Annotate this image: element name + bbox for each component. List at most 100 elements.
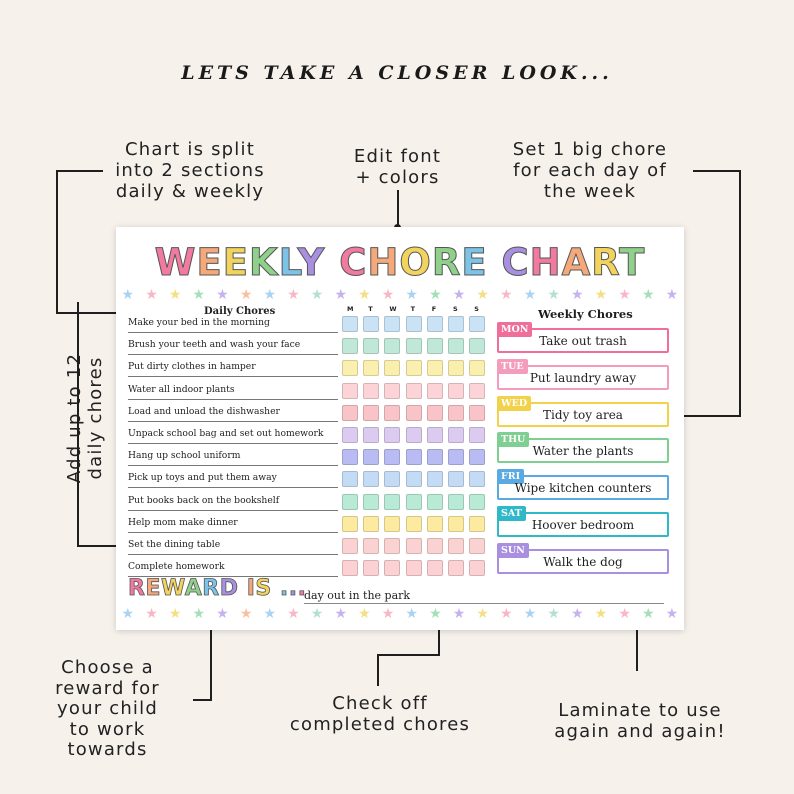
daily-chore-item[interactable]: Brush your teeth and wash your face <box>128 338 338 356</box>
chore-checkbox[interactable] <box>448 338 464 355</box>
daily-chore-item[interactable]: Hang up school uniform <box>128 449 338 467</box>
chore-checkbox[interactable] <box>448 427 464 443</box>
chore-checkbox[interactable] <box>469 404 486 421</box>
chore-checkbox[interactable] <box>384 338 401 355</box>
chore-checkbox[interactable] <box>384 316 401 332</box>
chore-checkbox[interactable] <box>469 493 486 510</box>
chore-checkbox[interactable] <box>426 338 443 355</box>
chore-checkbox[interactable] <box>363 382 380 399</box>
daily-chore-item[interactable]: Put books back on the bookshelf <box>128 494 338 511</box>
chore-checkbox[interactable] <box>405 493 422 510</box>
weekly-chore-box[interactable]: SUN Walk the dog <box>497 542 669 574</box>
daily-chore-item[interactable]: Set the dining table <box>128 538 338 555</box>
chore-checkbox[interactable] <box>405 360 422 377</box>
chore-checkbox[interactable] <box>448 515 464 532</box>
chore-checkbox[interactable] <box>405 427 422 443</box>
chore-checkbox[interactable] <box>405 538 422 554</box>
daily-chore-item[interactable]: Unpack school bag and set out homework <box>128 427 338 444</box>
chore-checkbox[interactable] <box>342 560 358 577</box>
chore-checkbox[interactable] <box>342 515 358 532</box>
reward-value[interactable]: day out in the park <box>304 589 664 604</box>
chore-checkbox[interactable] <box>469 538 486 554</box>
chore-checkbox[interactable] <box>342 360 358 377</box>
chore-checkbox[interactable] <box>342 404 358 421</box>
chore-checkbox[interactable] <box>426 316 443 332</box>
weekly-chore-box[interactable]: FRI Wipe kitchen counters <box>497 469 669 501</box>
chore-checkbox[interactable] <box>426 515 443 532</box>
chore-checkbox[interactable] <box>405 404 422 421</box>
chore-checkbox[interactable] <box>469 449 486 466</box>
chore-checkbox[interactable] <box>448 471 464 488</box>
chore-checkbox[interactable] <box>426 360 443 377</box>
chore-checkbox[interactable] <box>363 560 380 577</box>
chore-checkbox[interactable] <box>448 538 464 554</box>
chore-checkbox[interactable] <box>426 560 443 577</box>
chore-checkbox[interactable] <box>384 560 401 577</box>
chore-checkbox[interactable] <box>469 382 486 399</box>
chore-checkbox[interactable] <box>405 382 422 399</box>
chore-checkbox[interactable] <box>405 449 422 466</box>
chore-checkbox[interactable] <box>363 471 380 488</box>
chore-checkbox[interactable] <box>363 360 380 377</box>
chore-checkbox[interactable] <box>405 471 422 488</box>
chore-checkbox[interactable] <box>384 471 401 488</box>
chore-checkbox[interactable] <box>426 538 443 554</box>
chore-checkbox[interactable] <box>469 316 486 332</box>
chore-checkbox[interactable] <box>426 471 443 488</box>
chore-checkbox[interactable] <box>469 427 486 443</box>
weekly-chore-box[interactable]: MON Take out trash <box>497 322 669 353</box>
daily-chore-item[interactable]: Put dirty clothes in hamper <box>128 360 338 378</box>
chore-checkbox[interactable] <box>405 560 422 577</box>
chore-checkbox[interactable] <box>426 427 443 443</box>
chore-checkbox[interactable] <box>469 360 486 377</box>
chore-checkbox[interactable] <box>363 427 380 443</box>
chore-checkbox[interactable] <box>448 449 464 466</box>
chore-checkbox[interactable] <box>405 515 422 532</box>
chore-checkbox[interactable] <box>363 515 380 532</box>
chore-checkbox[interactable] <box>469 338 486 355</box>
chore-checkbox[interactable] <box>405 316 422 332</box>
chore-checkbox[interactable] <box>448 493 464 510</box>
chore-checkbox[interactable] <box>426 449 443 466</box>
chore-checkbox[interactable] <box>448 382 464 399</box>
daily-chore-item[interactable]: Load and unload the dishwasher <box>128 405 338 422</box>
daily-chore-item[interactable]: Make your bed in the morning <box>128 316 338 333</box>
daily-chore-item[interactable]: Help mom make dinner <box>128 516 338 533</box>
chore-checkbox[interactable] <box>342 493 358 510</box>
chore-checkbox[interactable] <box>363 404 380 421</box>
chore-checkbox[interactable] <box>426 493 443 510</box>
chore-checkbox[interactable] <box>363 338 380 355</box>
weekly-chore-box[interactable]: SAT Hoover bedroom <box>497 506 669 537</box>
chore-checkbox[interactable] <box>426 404 443 421</box>
chore-checkbox[interactable] <box>384 515 401 532</box>
chore-checkbox[interactable] <box>469 515 486 532</box>
chore-checkbox[interactable] <box>342 338 358 355</box>
chore-checkbox[interactable] <box>448 404 464 421</box>
chore-checkbox[interactable] <box>469 471 486 488</box>
weekly-chore-box[interactable]: TUE Put laundry away <box>497 358 669 390</box>
chore-checkbox[interactable] <box>469 560 486 577</box>
chore-checkbox[interactable] <box>384 538 401 554</box>
weekly-chore-box[interactable]: WED Tidy toy area <box>497 395 669 427</box>
chore-checkbox[interactable] <box>448 316 464 332</box>
daily-chore-item[interactable]: Complete homework <box>128 560 338 578</box>
chore-checkbox[interactable] <box>342 471 358 488</box>
daily-chore-item[interactable]: Pick up toys and put them away <box>128 471 338 489</box>
chore-checkbox[interactable] <box>342 316 358 332</box>
chore-checkbox[interactable] <box>384 404 401 421</box>
chore-checkbox[interactable] <box>384 449 401 466</box>
chore-checkbox[interactable] <box>363 538 380 554</box>
chore-checkbox[interactable] <box>342 427 358 443</box>
chore-checkbox[interactable] <box>342 449 358 466</box>
chore-checkbox[interactable] <box>384 493 401 510</box>
chore-checkbox[interactable] <box>384 382 401 399</box>
daily-chore-item[interactable]: Water all indoor plants <box>128 383 338 400</box>
chore-checkbox[interactable] <box>405 338 422 355</box>
weekly-chore-box[interactable]: THU Water the plants <box>497 432 669 464</box>
chore-checkbox[interactable] <box>384 360 401 377</box>
chore-checkbox[interactable] <box>448 560 464 577</box>
chore-checkbox[interactable] <box>363 316 380 332</box>
chore-checkbox[interactable] <box>363 493 380 510</box>
chore-checkbox[interactable] <box>342 538 358 554</box>
chore-checkbox[interactable] <box>342 382 358 399</box>
